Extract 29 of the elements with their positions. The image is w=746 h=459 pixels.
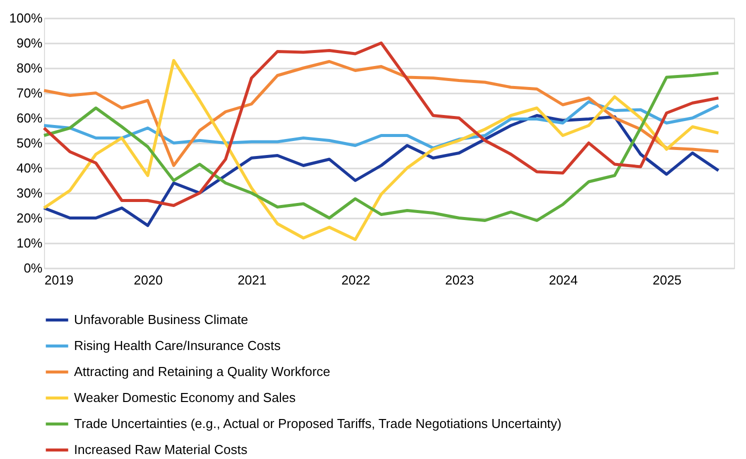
y-tick-label: 80%	[16, 60, 43, 76]
x-tick-label: 2025	[652, 272, 682, 288]
y-tick-label: 0%	[24, 260, 43, 276]
line-series	[42, 114, 720, 227]
x-tick-label: 2022	[341, 272, 370, 288]
legend-label: Increased Raw Material Costs	[74, 442, 248, 457]
line-series	[42, 60, 720, 167]
x-tick-label: 2023	[445, 272, 474, 288]
line-series	[42, 72, 720, 222]
x-tick-label: 2020	[134, 272, 163, 288]
x-tick-label: 2021	[238, 272, 266, 288]
legend-label: Rising Health Care/Insurance Costs	[74, 338, 282, 353]
x-tick-label: 2024	[548, 272, 578, 288]
y-tick-label: 60%	[16, 110, 43, 126]
y-tick-label: 90%	[16, 36, 43, 50]
y-tick-label: 10%	[16, 236, 43, 250]
y-tick-label: 20%	[16, 210, 43, 226]
y-tick-label: 30%	[16, 186, 43, 200]
line-series	[42, 59, 720, 241]
y-tick-label: 50%	[16, 136, 43, 150]
line-series	[42, 42, 720, 207]
legend-label: Trade Uncertainties (e.g., Actual or Proposed Tariffs, Trade Negotiations Uncertainty)	[74, 416, 562, 431]
legend-label: Unfavorable Business Climate	[74, 312, 248, 327]
legend-label: Weaker Domestic Economy and Sales	[74, 390, 296, 405]
y-tick-label: 70%	[16, 86, 43, 100]
legend-label: Attracting and Retaining a Quality Workforce	[74, 364, 330, 379]
y-tick-label: 100%	[9, 10, 43, 26]
x-tick-label: 2019	[44, 272, 74, 288]
y-tick-label: 40%	[16, 160, 43, 176]
